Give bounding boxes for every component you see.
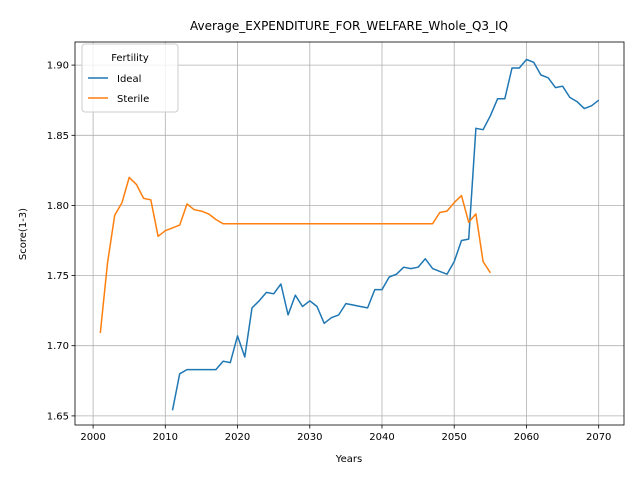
x-tick-label: 2040 [369,432,394,443]
legend-label-ideal: Ideal [117,74,141,85]
y-tick-label: 1.80 [47,201,69,212]
legend: Fertility Ideal Sterile [81,43,179,113]
y-tick-label: 1.70 [47,341,69,352]
legend-box [81,43,179,113]
plot-frame [74,41,625,426]
y-tick-label: 1.90 [47,61,69,72]
x-axis: 2000 2010 2020 2030 2040 2050 2060 2070 [80,425,611,443]
series-line-ideal [171,58,600,411]
chart-title: Average_EXPENDITURE_FOR_WELFARE_Whole_Q3… [190,19,508,33]
x-tick-label: 2070 [586,432,611,443]
series-lines [99,58,600,411]
y-tick-label: 1.75 [47,271,69,282]
y-tick-label: 1.85 [47,131,69,142]
y-axis: 1.65 1.70 1.75 1.80 1.85 1.90 [47,61,75,422]
x-axis-label: Years [335,454,362,465]
x-tick-label: 2000 [80,432,105,443]
x-tick-label: 2020 [225,432,250,443]
x-tick-label: 2060 [514,432,539,443]
x-tick-label: 2030 [297,432,322,443]
y-tick-label: 1.65 [47,411,69,422]
legend-label-sterile: Sterile [117,94,149,105]
grid [75,42,624,425]
series-line-sterile [99,176,492,334]
x-tick-label: 2010 [153,432,178,443]
legend-title: Fertility [111,53,149,64]
x-tick-label: 2050 [441,432,466,443]
y-axis-label: Score(1-3) [18,208,29,260]
